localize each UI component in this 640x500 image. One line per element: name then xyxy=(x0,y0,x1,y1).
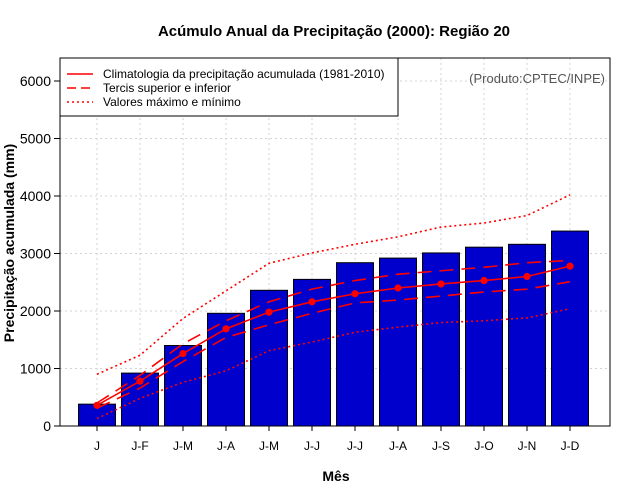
bar xyxy=(465,246,503,427)
y-axis-label: Precipitação acumulada (mm) xyxy=(1,144,17,342)
bar xyxy=(422,252,460,427)
x-tick-label: J-J xyxy=(347,439,363,453)
x-tick-label: J xyxy=(94,439,100,453)
x-tick-label: J-A xyxy=(217,439,235,453)
y-tick-label: 6000 xyxy=(20,73,51,89)
y-axis: 0 1000 2000 3000 4000 5000 6000 xyxy=(20,73,60,434)
y-tick-label: 0 xyxy=(43,418,51,434)
climatology-point xyxy=(179,349,187,358)
legend-box xyxy=(59,57,399,117)
climatology-point xyxy=(480,276,488,285)
x-tick-label: J-D xyxy=(561,439,580,453)
bar xyxy=(336,262,374,427)
y-tick-label: 4000 xyxy=(20,188,51,204)
climatology-point xyxy=(566,262,574,270)
credit-text: (Produto:CPTEC/INPE) xyxy=(469,71,605,86)
climatology-points xyxy=(93,262,574,409)
x-tick-label: J-S xyxy=(432,439,450,453)
x-tick-label: J-O xyxy=(474,439,493,453)
x-tick-label: J-M xyxy=(259,439,279,453)
max-line xyxy=(96,194,571,375)
climatology-point xyxy=(222,325,230,333)
y-tick-label: 1000 xyxy=(20,361,51,377)
tercile-upper-line xyxy=(96,259,571,404)
climatology-point xyxy=(437,280,445,288)
bar xyxy=(551,230,589,427)
x-tick-label: J-J xyxy=(304,439,320,453)
y-tick-label: 2000 xyxy=(20,303,51,319)
legend: Climatologia da precipitação acumulada (… xyxy=(59,57,399,117)
x-tick-label: J-N xyxy=(518,439,537,453)
chart-title: Acúmulo Anual da Precipitação (2000): Re… xyxy=(158,23,510,40)
tercile-lower-line xyxy=(96,280,571,409)
climatology-point xyxy=(394,284,402,292)
legend-maxmin-label: Valores máximo e mínimo xyxy=(103,95,241,109)
x-axis: J J-F J-M J-A J-M J-J J-J J-A J-S J-O J-N J-D xyxy=(94,426,580,453)
climatology-point xyxy=(308,298,316,306)
climatology-point xyxy=(265,308,273,316)
climatology-line xyxy=(96,265,571,406)
x-tick-label: J-F xyxy=(131,439,148,453)
x-axis-label: Mês xyxy=(322,468,349,484)
y-tick-label: 3000 xyxy=(20,246,51,262)
climatology-point xyxy=(523,272,531,281)
climatology-point xyxy=(136,377,144,385)
min-line xyxy=(96,307,571,420)
series-lines xyxy=(96,194,571,420)
bars xyxy=(78,230,589,427)
x-tick-label: J-A xyxy=(389,439,407,453)
y-tick-label: 5000 xyxy=(20,131,51,147)
x-tick-label: J-M xyxy=(173,439,193,453)
bar xyxy=(379,257,417,427)
bar xyxy=(164,345,202,427)
bar xyxy=(508,243,546,427)
legend-tercile-label: Tercis superior e inferior xyxy=(103,81,231,95)
climatology-point xyxy=(93,401,101,409)
climatology-point xyxy=(351,290,359,298)
legend-climatology-label: Climatologia da precipitação acumulada (… xyxy=(103,67,385,81)
